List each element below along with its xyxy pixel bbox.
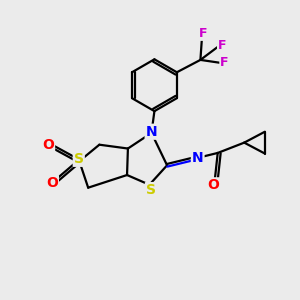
Text: S: S bbox=[74, 152, 84, 166]
Text: N: N bbox=[192, 151, 203, 165]
Text: F: F bbox=[220, 56, 229, 69]
Text: O: O bbox=[42, 138, 54, 152]
Text: N: N bbox=[146, 125, 157, 139]
Text: F: F bbox=[218, 39, 226, 52]
Text: S: S bbox=[146, 183, 156, 197]
Text: O: O bbox=[207, 178, 219, 192]
Text: F: F bbox=[199, 27, 207, 40]
Text: O: O bbox=[46, 176, 58, 190]
